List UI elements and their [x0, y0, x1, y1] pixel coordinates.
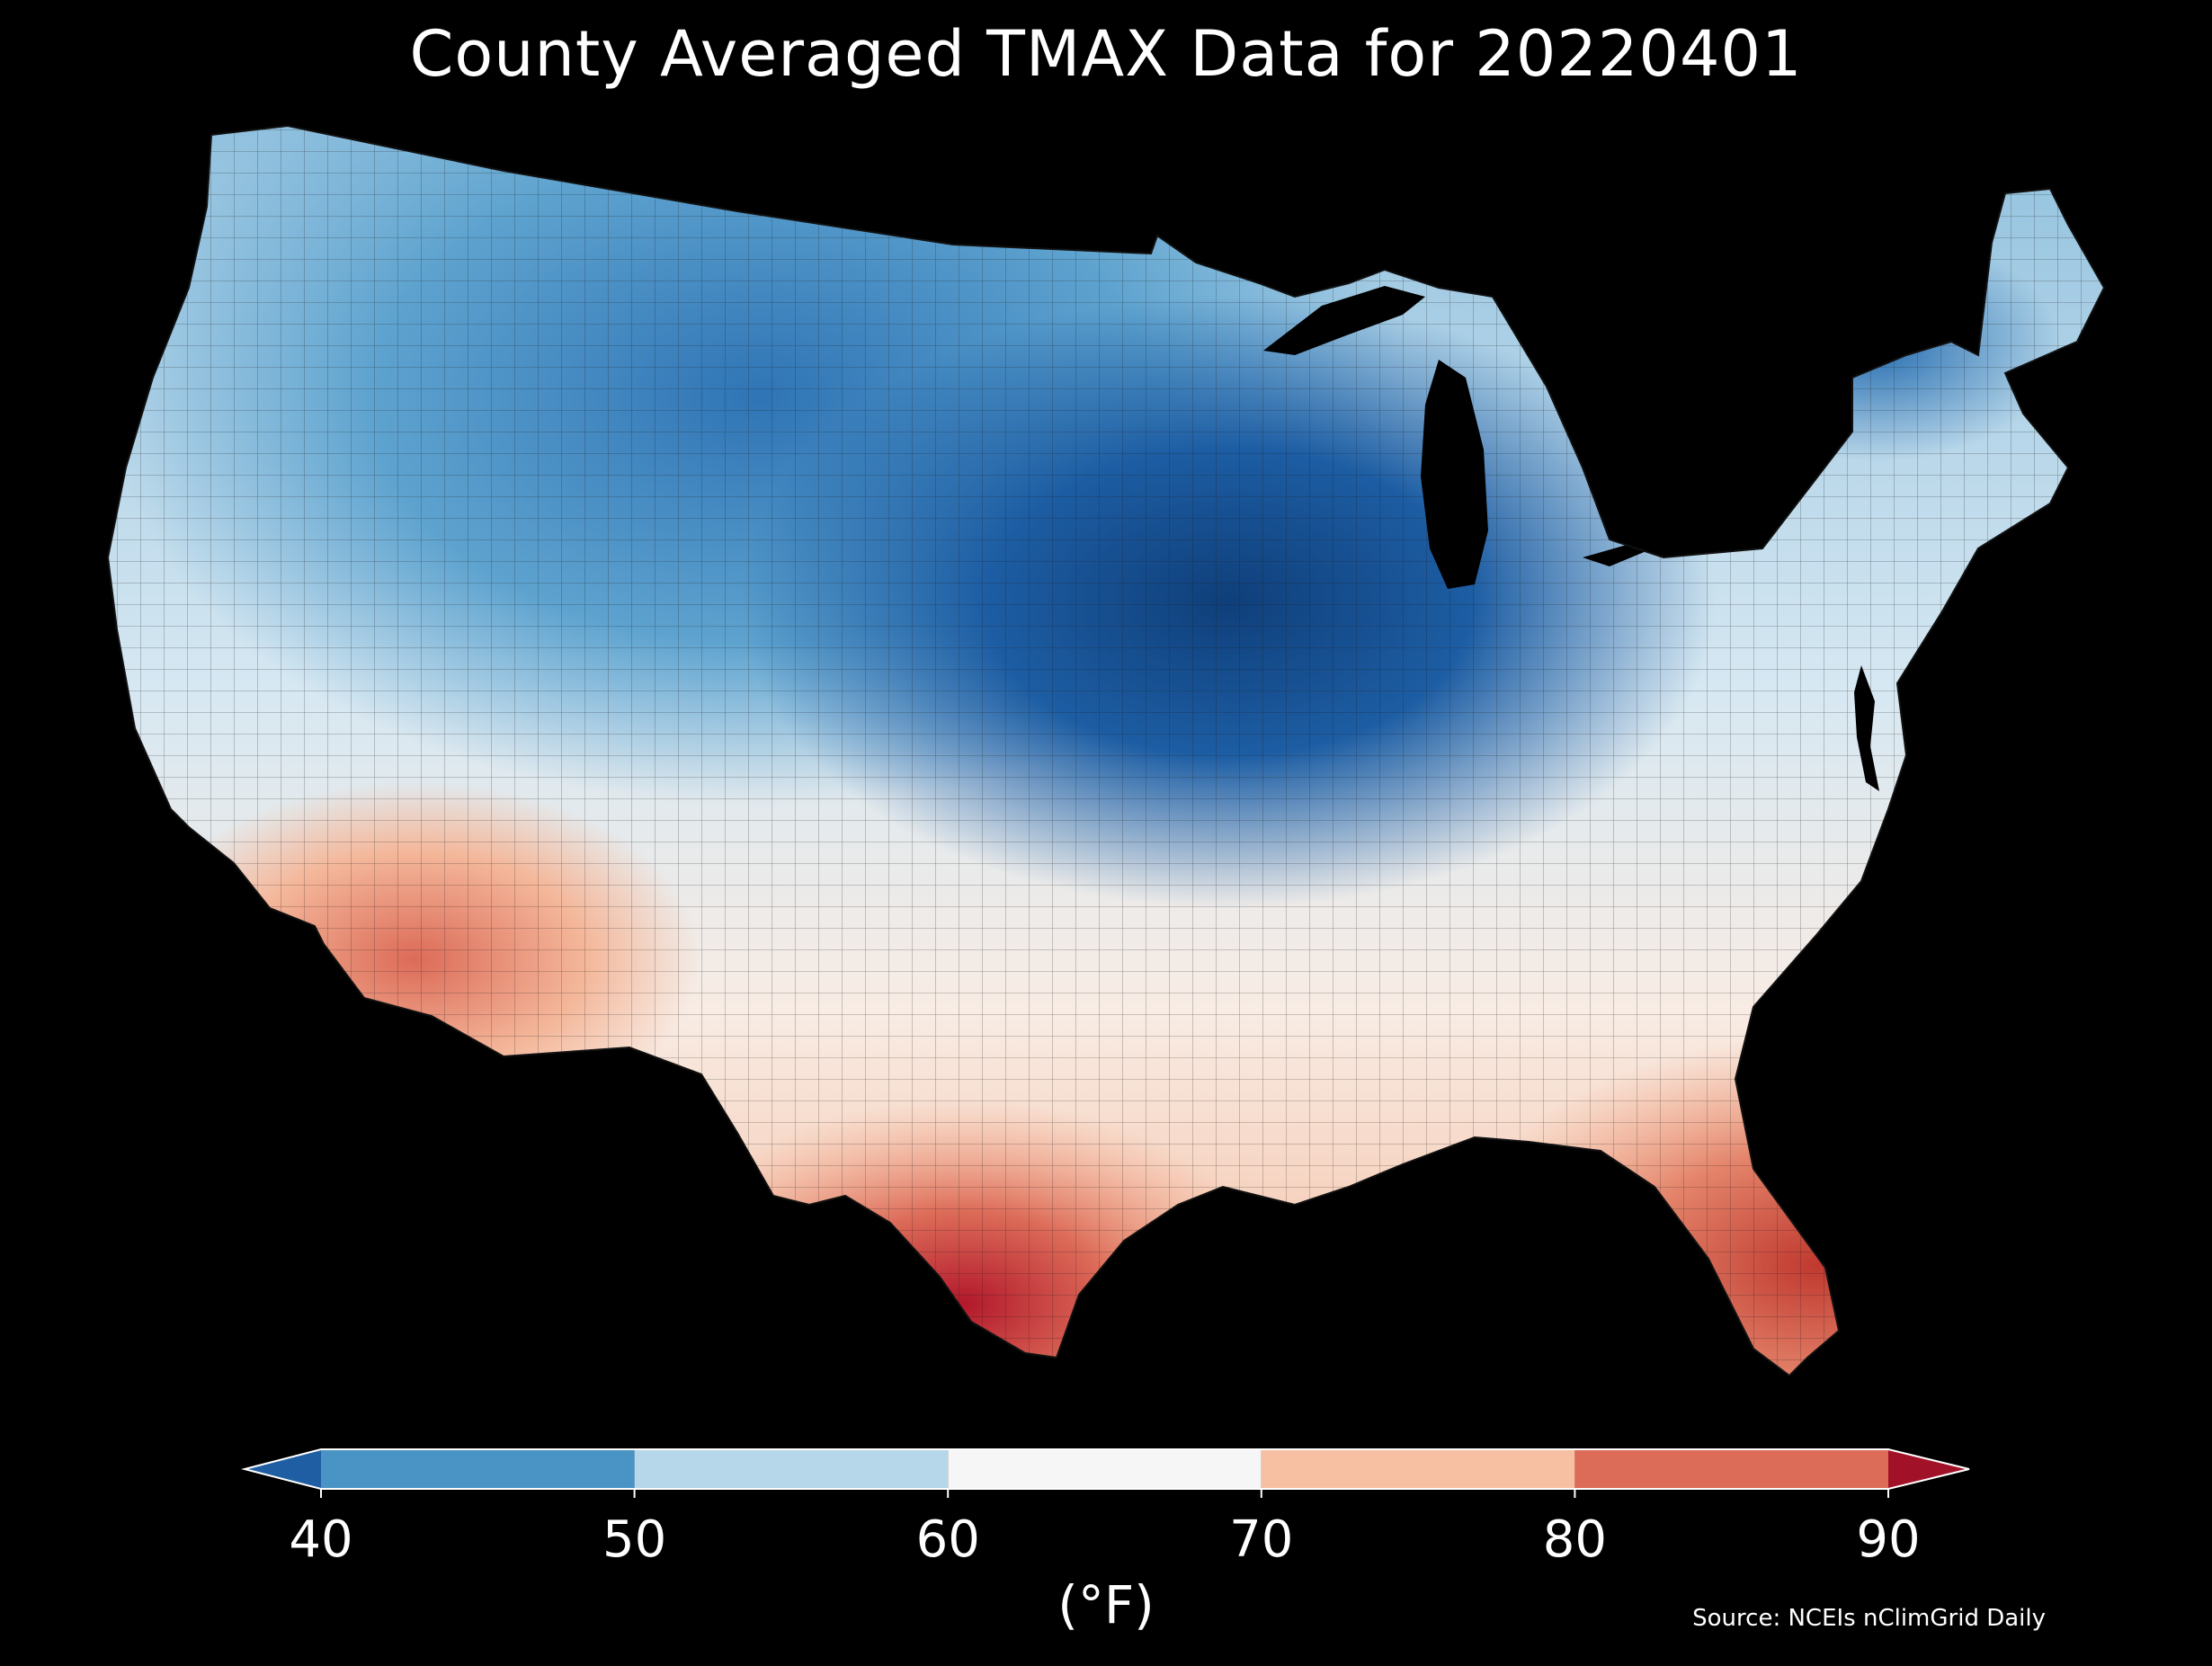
colorbar-bin-1	[321, 1449, 635, 1489]
colorbar-tick-label: 70	[1229, 1510, 1293, 1569]
colorbar-bin-2	[634, 1449, 949, 1489]
colorbar-bin-3	[948, 1449, 1262, 1489]
colorbar-bin-6	[1888, 1449, 1969, 1489]
colorbar-tick-label: 80	[1543, 1510, 1607, 1569]
colorbar-tick-label: 50	[602, 1510, 666, 1569]
colorbar-tick-label: 60	[916, 1510, 980, 1569]
colorbar-tick-label: 90	[1856, 1510, 1920, 1569]
colorbar-bin-4	[1261, 1449, 1575, 1489]
colorbar-tick-label: 40	[289, 1510, 352, 1569]
lake-superior-shape	[1263, 286, 1425, 355]
chesapeake-bay-shape	[1854, 665, 1879, 791]
colorbar-bin-0	[245, 1449, 321, 1489]
colorbar-unit-label: (°F)	[1057, 1574, 1155, 1635]
colorbar-bins	[241, 1448, 1970, 1490]
source-credit: Source: NCEIs nClimGrid Daily	[1692, 1605, 2046, 1632]
map-title: County Averaged TMAX Data for 20220401	[409, 17, 1803, 91]
lake-michigan-shape	[1421, 360, 1488, 589]
colorbar-ticks: 40 50 60 70 80 90	[289, 1489, 1921, 1569]
colorbar-bin-5	[1574, 1449, 1888, 1489]
